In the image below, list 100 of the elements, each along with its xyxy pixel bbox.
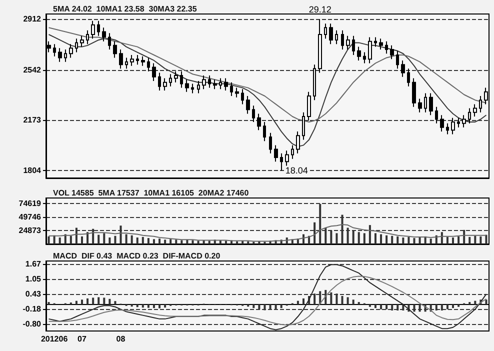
bar: [152, 239, 155, 244]
candlestick: [197, 80, 200, 94]
candlestick: [440, 114, 444, 132]
bar: [458, 236, 460, 244]
candlestick: [174, 70, 178, 83]
y-tick-label: 2912: [23, 14, 42, 24]
candlestick: [379, 38, 383, 50]
candlestick: [335, 30, 338, 45]
bar: [125, 234, 128, 244]
bar: [130, 304, 133, 307]
line-series: [48, 34, 487, 148]
bar: [92, 298, 94, 304]
bar: [164, 240, 166, 244]
bar: [147, 238, 150, 244]
candlestick: [108, 32, 111, 50]
bar: [180, 240, 183, 244]
bar: [224, 240, 227, 244]
y-tick-label: 1.67: [25, 260, 42, 269]
bar: [402, 238, 404, 244]
candlestick: [152, 62, 156, 82]
candlestick: [313, 64, 316, 101]
x-tick-label: 201206: [40, 334, 68, 344]
bar: [396, 236, 399, 244]
y-tick-label: 0.43: [25, 290, 42, 299]
bar: [430, 238, 432, 244]
candlestick: [302, 112, 305, 140]
chart-title: MACD DIF 0.43 MACD 0.23 DIF-MACD 0.20: [53, 252, 221, 260]
y-tick-label: 1.05: [25, 274, 42, 284]
candlestick: [75, 38, 78, 53]
candlestick: [418, 98, 422, 113]
bar: [374, 233, 376, 244]
candlestick: [435, 106, 438, 124]
bar: [458, 304, 460, 307]
candlestick: [136, 54, 139, 66]
candlestick: [185, 79, 189, 92]
candlestick: [385, 40, 388, 54]
candlestick: [407, 68, 410, 87]
bar: [114, 301, 116, 304]
x-tick-label: 07: [78, 334, 87, 344]
candlestick: [390, 44, 394, 60]
candlestick: [246, 96, 250, 114]
candlestick: [102, 27, 106, 42]
bar: [474, 300, 476, 304]
y-tick-label: -0.18: [22, 304, 42, 314]
y-tick-label: 2173: [23, 116, 42, 125]
bar: [413, 238, 416, 244]
candlestick: [269, 132, 272, 154]
candlestick: [263, 121, 266, 142]
bar: [108, 238, 111, 244]
candlestick: [296, 131, 300, 154]
candlestick: [86, 30, 89, 45]
bar: [80, 236, 83, 244]
bar: [170, 239, 172, 244]
bar: [485, 300, 488, 304]
bar: [368, 304, 371, 307]
bar: [352, 300, 354, 304]
candlestick: [280, 152, 283, 172]
bar: [136, 238, 138, 244]
candlestick: [235, 87, 239, 98]
bar: [380, 234, 382, 244]
candlestick: [113, 40, 117, 58]
candlestick: [401, 60, 405, 78]
bar: [103, 233, 106, 244]
bar: [158, 238, 161, 244]
chart-title: 5MA 24.02 10MA1 23.58 30MA3 22.35: [53, 4, 198, 14]
bar: [98, 297, 100, 304]
candlestick: [169, 74, 172, 87]
bar: [418, 238, 421, 244]
candlestick: [252, 105, 255, 122]
line-series: [48, 224, 487, 242]
candlestick: [318, 18, 322, 74]
candlestick: [158, 72, 161, 92]
bar: [98, 234, 100, 244]
candlestick: [163, 78, 167, 92]
bar: [346, 297, 349, 304]
bar: [386, 235, 388, 244]
bar: [336, 233, 338, 244]
bar: [247, 241, 250, 244]
bar: [452, 238, 454, 244]
candlestick: [446, 122, 449, 135]
bar: [468, 236, 471, 244]
bar: [136, 304, 138, 308]
candlestick: [180, 70, 183, 88]
bar: [86, 298, 89, 304]
line-series: [48, 264, 487, 330]
candlestick: [130, 54, 134, 66]
bar: [103, 298, 106, 304]
candlestick: [224, 78, 228, 92]
candlestick: [213, 79, 217, 90]
annotation: 29.12: [308, 4, 332, 15]
candlestick: [329, 23, 333, 45]
candlestick: [191, 83, 194, 94]
candlestick: [374, 36, 377, 48]
y-tick-label: -0.80: [22, 319, 42, 328]
y-tick-label: 2542: [23, 65, 42, 74]
bar: [408, 236, 410, 244]
candlestick: [147, 57, 150, 72]
candlestick: [341, 30, 344, 50]
candlestick: [368, 36, 372, 64]
line-series: [48, 27, 487, 122]
